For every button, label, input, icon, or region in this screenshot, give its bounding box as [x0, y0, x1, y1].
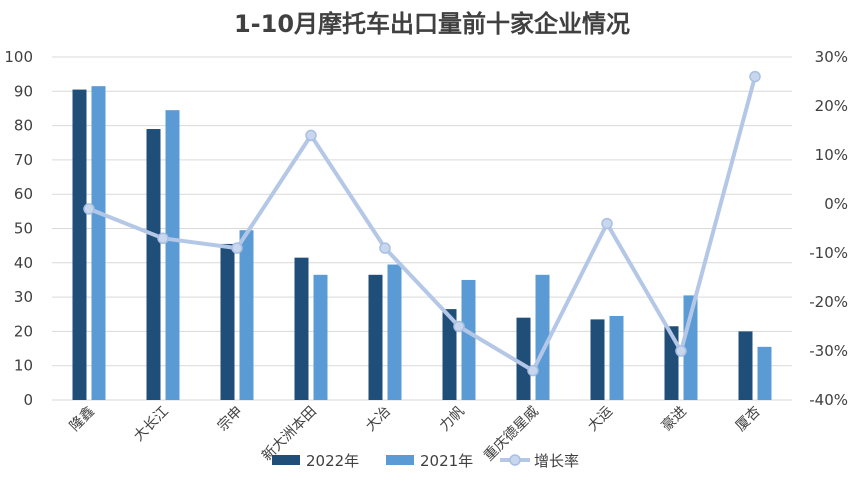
legend-label: 2021年	[420, 452, 473, 470]
legend-item: 2021年	[386, 452, 473, 470]
legend-item: 增长率	[500, 452, 579, 470]
right-tick-label: -40%	[809, 391, 848, 409]
left-tick-label: 40	[14, 254, 33, 272]
growth-rate-point	[83, 203, 95, 215]
left-axis-ticks: 0 10 20 30 40 50 60 70 80 90 100	[4, 48, 33, 409]
category-label: 宗申	[215, 404, 246, 435]
bar-2021	[387, 264, 402, 400]
bar-2021	[757, 346, 772, 400]
left-tick-label: 20	[14, 322, 33, 340]
left-tick-label: 0	[23, 391, 33, 409]
right-tick-label: 0%	[824, 195, 848, 213]
right-tick-label: 20%	[815, 97, 848, 115]
legend-item: 2022年	[272, 452, 359, 470]
category-label: 隆鑫	[66, 403, 98, 435]
growth-line	[83, 70, 761, 377]
legend: 2022年 2021年 增长率	[272, 452, 579, 470]
bar-2022	[146, 129, 161, 400]
bar-2022	[442, 309, 457, 400]
bar-2022	[664, 326, 679, 400]
right-tick-label: -20%	[809, 293, 848, 311]
category-label: 大长江	[131, 404, 172, 445]
chart-title: 1-10月摩托车出口量前十家企业情况	[234, 10, 630, 38]
bar-2021	[165, 110, 180, 400]
bar-2021	[239, 230, 254, 400]
bar-2022	[294, 257, 309, 400]
left-tick-label: 70	[14, 151, 33, 169]
bar-2021	[461, 279, 476, 400]
growth-rate-line	[87, 74, 757, 373]
right-axis-ticks: -40% -30% -20% -10% 0% 10% 20% 30%	[809, 48, 848, 409]
bar-2021	[313, 274, 328, 400]
legend-swatch	[386, 455, 414, 465]
growth-rate-point	[231, 242, 243, 254]
bar-2022	[738, 331, 753, 400]
category-label: 豪进	[659, 404, 690, 435]
bar-2022	[590, 319, 605, 400]
growth-rate-point	[601, 217, 613, 230]
legend-marker	[509, 454, 521, 466]
left-tick-label: 100	[4, 48, 33, 66]
growth-rate-point	[305, 129, 317, 142]
left-tick-label: 90	[14, 82, 33, 100]
growth-rate-point	[157, 232, 169, 245]
category-labels: 隆鑫 大长江 宗申 新大洲本田 大冶 力帆 重庆德星威 大运 豪进 厦杏	[66, 403, 764, 465]
bar-2021	[609, 315, 624, 400]
bars	[72, 86, 772, 401]
growth-rate-point	[749, 70, 761, 83]
category-label: 大运	[585, 404, 616, 435]
bar-2021	[91, 86, 106, 400]
category-label: 力帆	[437, 404, 468, 435]
legend-label: 增长率	[534, 452, 579, 470]
left-tick-label: 60	[14, 185, 33, 203]
legend-label: 2022年	[306, 452, 359, 470]
right-tick-label: -30%	[809, 342, 848, 360]
left-tick-label: 10	[14, 357, 33, 375]
legend-swatch	[272, 455, 300, 465]
bar-2022	[516, 317, 531, 400]
growth-rate-point	[379, 242, 391, 254]
bar-2022	[220, 243, 235, 400]
growth-rate-point	[675, 345, 687, 357]
growth-rate-point	[527, 364, 539, 377]
left-tick-label: 50	[14, 220, 33, 238]
right-tick-label: 10%	[815, 146, 848, 164]
bar-2022	[368, 274, 383, 400]
category-label: 大冶	[363, 404, 394, 435]
right-tick-label: 30%	[815, 48, 848, 66]
bar-2021	[535, 274, 550, 400]
category-label: 厦杏	[733, 404, 764, 435]
left-tick-label: 80	[14, 117, 33, 135]
bar-2022	[72, 89, 87, 401]
right-tick-label: -10%	[809, 244, 848, 262]
category-label: 重庆德星威	[481, 404, 542, 465]
left-tick-label: 30	[14, 288, 33, 306]
growth-rate-point	[453, 320, 465, 333]
